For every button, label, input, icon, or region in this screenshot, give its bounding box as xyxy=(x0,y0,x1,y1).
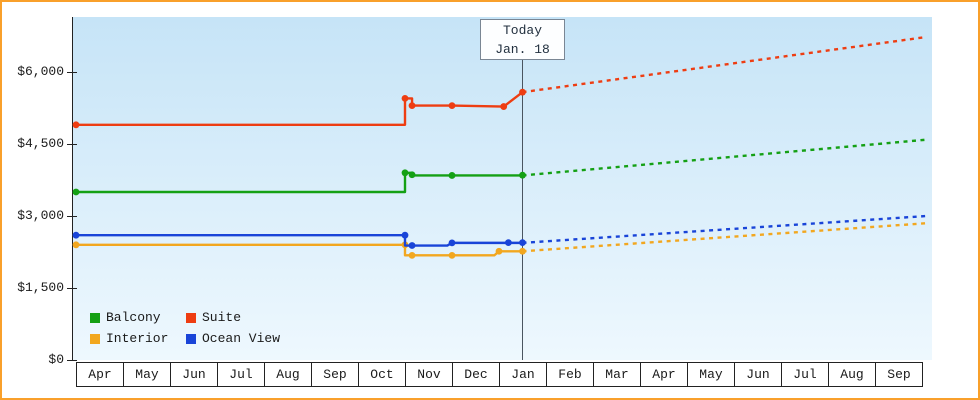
legend-label: Interior xyxy=(106,331,169,346)
legend-item-interior: Interior xyxy=(90,331,186,346)
data-marker-ocean-view xyxy=(408,242,416,249)
data-marker-suite xyxy=(519,88,526,96)
x-tick-label: Aug xyxy=(829,362,876,387)
data-marker-suite xyxy=(408,102,416,109)
legend-item-ocean-view: Ocean View xyxy=(186,331,280,346)
y-tick-label: $4,500 xyxy=(17,136,64,151)
plot-area xyxy=(72,17,932,360)
data-marker-suite xyxy=(500,103,508,110)
series-forecast-ocean-view xyxy=(522,214,927,245)
data-marker-interior xyxy=(72,241,80,249)
x-tick-label: Apr xyxy=(77,362,124,387)
x-tick-label: Sep xyxy=(312,362,359,387)
x-tick-label: Apr xyxy=(641,362,688,387)
data-marker-ocean-view xyxy=(401,231,409,239)
data-marker-suite xyxy=(72,121,80,129)
data-marker-balcony xyxy=(72,188,80,196)
legend-item-balcony: Balcony xyxy=(90,310,186,325)
data-marker-interior xyxy=(448,251,456,259)
today-date: Jan. 18 xyxy=(495,42,550,57)
x-tick-label: Jun xyxy=(735,362,782,387)
x-tick-label: Jan xyxy=(500,362,547,387)
series-forecast-balcony xyxy=(522,138,927,177)
legend-swatch-ocean-view xyxy=(186,333,196,344)
series-history-interior xyxy=(76,243,523,257)
y-tick-label: $6,000 xyxy=(17,64,64,79)
y-tick-label: $3,000 xyxy=(17,208,64,223)
today-label: Today xyxy=(502,23,542,38)
legend-swatch-suite xyxy=(186,312,196,323)
data-marker-ocean-view xyxy=(519,239,526,247)
series-history-suite xyxy=(76,91,524,127)
legend-item-suite: Suite xyxy=(186,310,280,325)
data-marker-balcony xyxy=(401,169,409,177)
legend: Balcony Suite Interior Ocean View xyxy=(90,310,280,346)
today-annotation: Today Jan. 18 xyxy=(480,19,565,60)
data-marker-ocean-view xyxy=(448,239,456,247)
series-history-balcony xyxy=(76,171,523,194)
data-marker-balcony xyxy=(448,172,456,179)
data-marker-balcony xyxy=(519,171,526,179)
x-tick-label: Jul xyxy=(218,362,265,387)
y-tick-label: $1,500 xyxy=(17,280,64,295)
data-marker-suite xyxy=(401,95,409,102)
data-marker-interior xyxy=(519,247,526,255)
x-tick-label: Dec xyxy=(453,362,500,387)
series-forecast-interior xyxy=(522,222,927,253)
data-marker-interior xyxy=(408,251,416,259)
series-history-ocean-view xyxy=(76,233,523,247)
x-tick-label: Nov xyxy=(406,362,453,387)
data-marker-ocean-view xyxy=(72,231,80,239)
y-tick-label: $0 xyxy=(48,352,64,367)
x-tick-label: Mar xyxy=(594,362,641,387)
legend-label: Suite xyxy=(202,310,242,325)
legend-label: Balcony xyxy=(106,310,161,325)
x-tick-label: Feb xyxy=(547,362,594,387)
x-axis: Apr May Jun Jul Aug Sep Oct Nov Dec Jan Feb Mar Apr M… xyxy=(76,362,923,387)
legend-swatch-balcony xyxy=(90,312,100,323)
x-tick-label: Jul xyxy=(782,362,829,387)
x-tick-label: Oct xyxy=(359,362,406,387)
series-forecast-suite xyxy=(522,35,927,94)
x-tick-label: May xyxy=(688,362,735,387)
x-tick-label: Aug xyxy=(265,362,312,387)
data-marker-ocean-view xyxy=(505,239,512,247)
x-tick-label: Sep xyxy=(876,362,923,387)
x-tick-label: Jun xyxy=(171,362,218,387)
x-tick-label: May xyxy=(124,362,171,387)
data-marker-balcony xyxy=(408,171,416,179)
data-marker-interior xyxy=(495,247,503,255)
legend-label: Ocean View xyxy=(202,331,281,346)
data-marker-suite xyxy=(448,102,456,109)
legend-swatch-interior xyxy=(90,333,100,344)
